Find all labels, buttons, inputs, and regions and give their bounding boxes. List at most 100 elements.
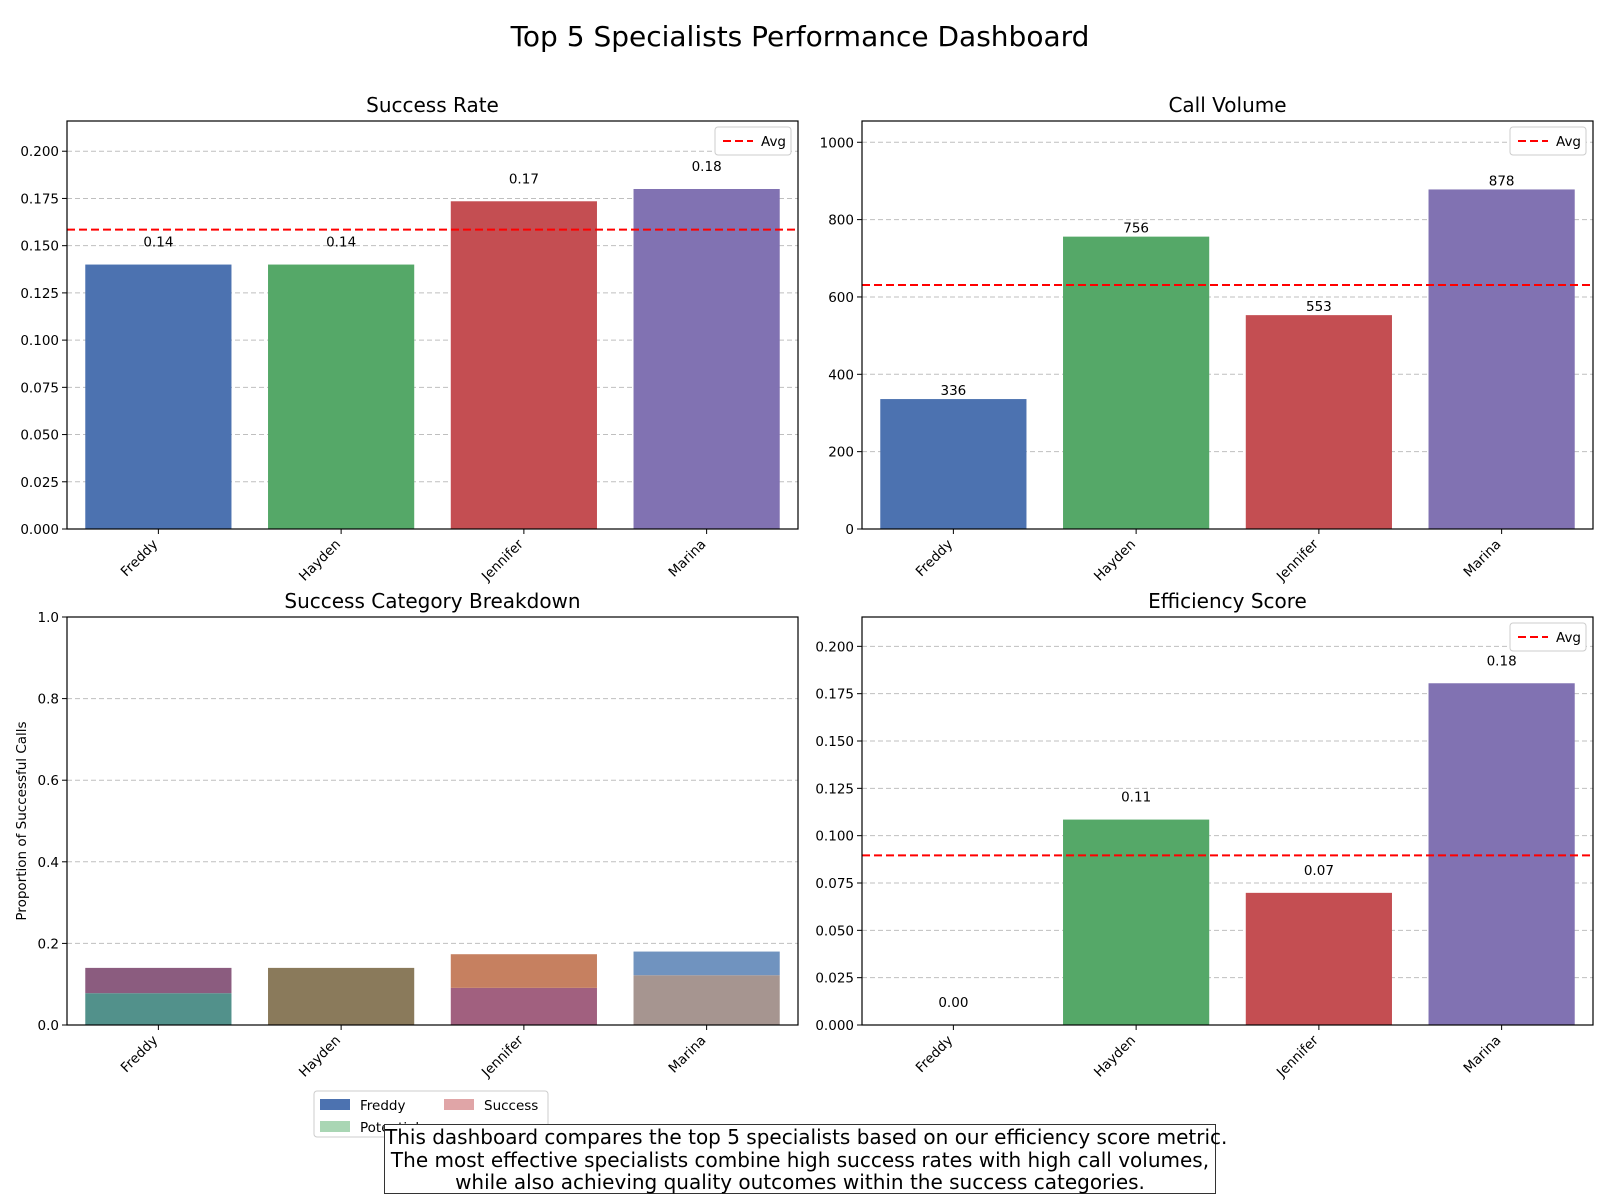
call-volume-ytick-label: 200 [828,445,854,461]
category-breakdown-legend-swatch [444,1099,474,1110]
success-rate-ytick-label: 0.025 [20,475,59,491]
category-breakdown-bar-segment [85,967,232,994]
call-volume-legend-label: Avg [1556,134,1581,150]
efficiency-score-xtick-label: Hayden [1091,1033,1139,1081]
category-breakdown-chart: Success Category Breakdown 0.0 0.2 0.4 0.6 0.… [14,589,799,1138]
call-volume-axes-frame [861,120,1594,530]
category-breakdown-bar-segment [633,951,780,976]
call-volume-chart: Call Volume 0 200 400 600 800 1000 336 Freddy 756… [820,93,1594,585]
category-breakdown-legend-label: Success [484,1098,538,1114]
efficiency-score-data-label: 0.11 [1121,790,1151,806]
category-breakdown-bar-segment [450,954,597,988]
success-rate-bar [268,264,415,529]
efficiency-score-bar [1245,892,1392,1025]
category-breakdown-ytick-label: 0.4 [38,855,59,871]
success-rate-xtick-label: Jennifer [478,536,527,585]
success-rate-data-label: 0.14 [143,235,173,251]
chart-panels: Success Rate0.0000.0250.0500.0750.1000.1… [14,93,1594,1138]
call-volume-bar [1063,236,1210,529]
success-rate-data-label: 0.14 [326,235,356,251]
success-rate-data-label: 0.18 [692,159,722,175]
efficiency-score-data-label: 0.00 [938,995,968,1011]
call-volume-data-label: 756 [1123,221,1149,237]
efficiency-score-ytick-label: 0.100 [815,829,854,845]
call-volume-ytick-label: 1000 [820,135,854,151]
category-breakdown-bar-segment [268,967,415,1025]
category-breakdown-ylabel: Proportion of Successful Calls [14,721,30,920]
call-volume-ytick-label: 0 [845,522,854,538]
call-volume-xtick-label: Hayden [1091,537,1139,585]
efficiency-score-data-label: 0.07 [1304,863,1334,879]
category-breakdown-title: Success Category Breakdown [284,589,580,613]
category-breakdown-ytick-label: 0.2 [38,936,59,952]
efficiency-score-ytick-label: 0.000 [815,1018,854,1034]
category-breakdown-ytick-label: 0.0 [38,1018,59,1034]
category-breakdown-bar-segment [633,975,780,1025]
efficiency-score-legend-label: Avg [1556,630,1581,646]
success-rate-bar [633,189,780,529]
caption-line-2: The most effective specialists combine h… [390,1147,1210,1172]
call-volume-bar [1428,189,1575,530]
call-volume-data-label: 878 [1489,173,1515,189]
efficiency-score-title: Efficiency Score [1148,589,1307,613]
category-breakdown-xtick-label: Hayden [296,1033,344,1081]
efficiency-score-xtick-label: Marina [1461,1033,1505,1077]
efficiency-score-data-label: 0.18 [1487,653,1517,669]
success-rate-ytick-label: 0.150 [20,239,59,255]
efficiency-score-xtick-label: Freddy [913,1033,956,1076]
caption-line-1: This dashboard compares the top 5 specia… [385,1125,1228,1149]
category-breakdown-ytick-label: 0.8 [38,692,59,708]
call-volume-ytick-label: 600 [828,290,854,306]
efficiency-score-ytick-label: 0.075 [815,876,854,892]
efficiency-score-ytick-label: 0.150 [815,734,854,750]
success-rate-data-label: 0.17 [509,171,539,187]
call-volume-xtick-label: Marina [1461,537,1505,581]
call-volume-data-label: 336 [940,383,966,399]
success-rate-legend-label: Avg [761,134,786,150]
category-breakdown-bar-segment [450,987,597,1025]
call-volume-bar [1245,315,1392,529]
efficiency-score-axes-frame [861,616,1594,1026]
efficiency-score-ytick-label: 0.125 [815,781,854,797]
category-breakdown-ytick-label: 0.6 [38,773,59,789]
call-volume-ytick-label: 800 [828,213,854,229]
call-volume-data-label: 553 [1306,299,1332,315]
efficiency-score-xtick-label: Jennifer [1273,1032,1322,1081]
success-rate-bar [450,201,597,529]
category-breakdown-legend-swatch [320,1099,350,1110]
success-rate-ytick-label: 0.125 [20,286,59,302]
category-breakdown-bar-segment [85,993,232,1025]
efficiency-score-bar [1428,683,1575,1025]
efficiency-score-bar [1063,819,1210,1025]
success-rate-title: Success Rate [366,93,499,117]
success-rate-ytick-label: 0.000 [20,522,59,538]
success-rate-xtick-label: Marina [666,537,710,581]
call-volume-xtick-label: Jennifer [1273,536,1322,585]
category-breakdown-xtick-label: Marina [666,1033,710,1077]
dashboard-title: Top 5 Specialists Performance Dashboard [510,20,1090,53]
success-rate-ytick-label: 0.175 [20,191,59,207]
call-volume-ytick-label: 400 [828,367,854,383]
efficiency-score-ytick-label: 0.200 [815,639,854,655]
category-breakdown-legend-swatch [320,1121,350,1132]
call-volume-xtick-label: Freddy [913,537,956,580]
category-breakdown-xtick-label: Freddy [118,1033,161,1076]
efficiency-score-chart: Efficiency Score 0.000 0.025 0.050 0.075 0.10… [815,589,1594,1081]
category-breakdown-legend-label: Freddy [360,1098,405,1114]
success-rate-ytick-label: 0.075 [20,380,59,396]
success-rate-bar [85,264,232,529]
category-breakdown-ytick-label: 1.0 [38,610,59,626]
success-rate-xtick-label: Freddy [118,537,161,580]
category-breakdown-xtick-label: Jennifer [478,1032,527,1081]
call-volume-bar [880,399,1027,529]
success-rate-axes-frame [66,120,799,530]
efficiency-score-ytick-label: 0.175 [815,687,854,703]
success-rate-xtick-label: Hayden [296,537,344,585]
call-volume-title: Call Volume [1168,93,1286,117]
caption-line-3: while also achieving quality outcomes wi… [455,1170,1145,1194]
success-rate-ytick-label: 0.200 [20,144,59,160]
success-rate-ytick-label: 0.050 [20,428,59,444]
success-rate-ytick-label: 0.100 [20,333,59,349]
efficiency-score-ytick-label: 0.025 [815,971,854,987]
